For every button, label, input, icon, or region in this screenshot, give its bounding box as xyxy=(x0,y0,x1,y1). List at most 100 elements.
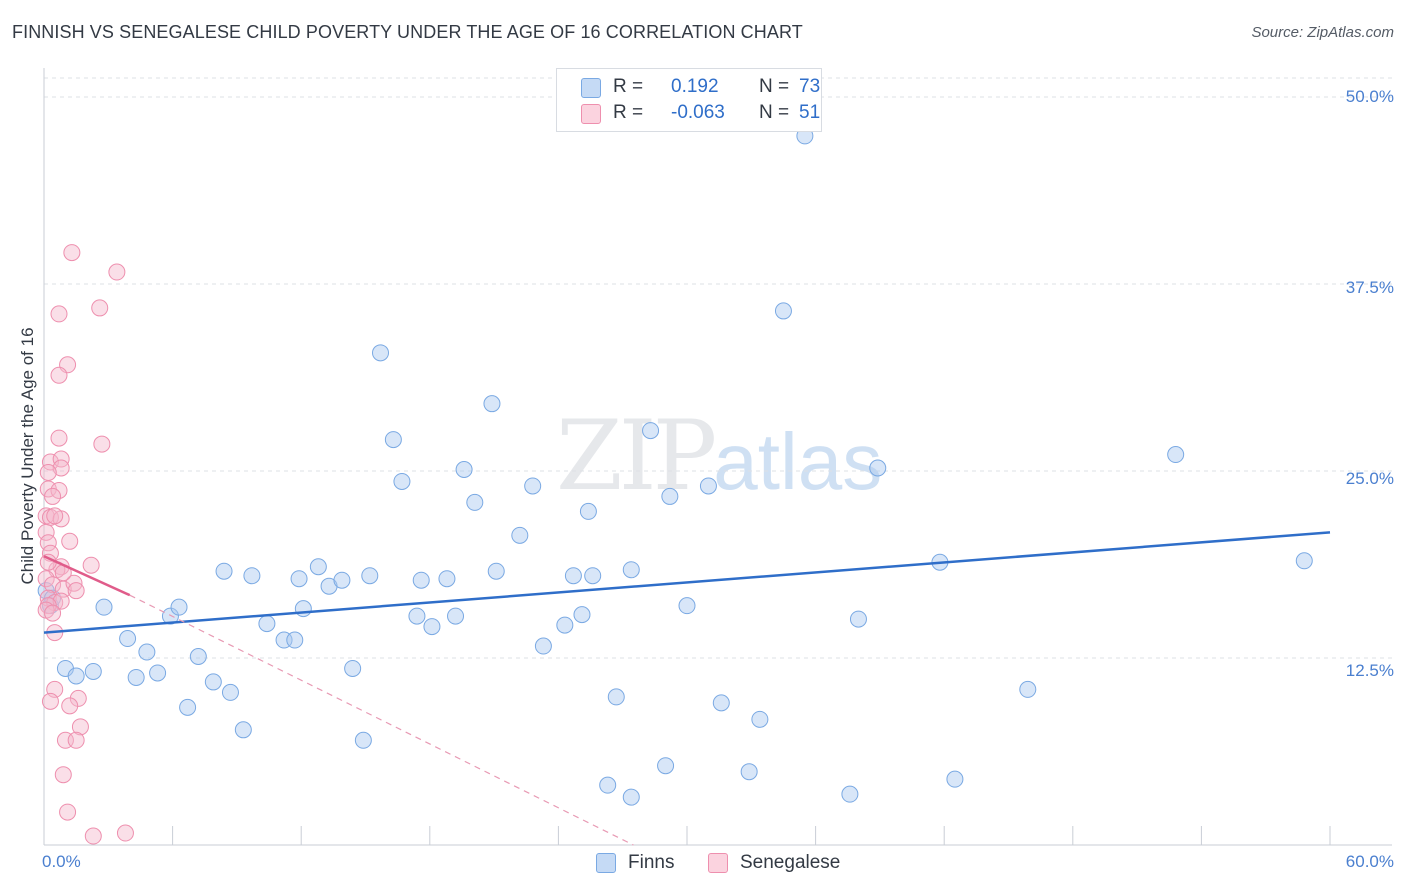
senegalese-point xyxy=(61,532,79,550)
senegalese-point xyxy=(91,299,109,317)
senegalese-point xyxy=(37,523,55,541)
senegalese-point xyxy=(39,553,57,571)
finns-point xyxy=(466,493,484,511)
senegalese-point xyxy=(50,481,68,499)
finns-point xyxy=(556,616,574,634)
finns-point xyxy=(215,562,233,580)
finns-point xyxy=(204,673,222,691)
finns-point xyxy=(127,668,145,686)
senegalese-point xyxy=(39,534,57,552)
finns-point xyxy=(138,643,156,661)
finns-point xyxy=(740,763,758,781)
finns-point xyxy=(333,571,351,589)
finns-point xyxy=(372,344,390,362)
senegalese-point xyxy=(50,305,68,323)
senegalese-point xyxy=(44,604,62,622)
finns-point xyxy=(393,472,411,490)
watermark-zip: ZIP xyxy=(556,400,717,512)
finns-point xyxy=(234,721,252,739)
finns-point xyxy=(1295,552,1313,570)
finns-point xyxy=(455,461,473,479)
senegalese-point xyxy=(41,453,59,471)
senegalese-point xyxy=(46,507,64,525)
finns-point xyxy=(699,477,717,495)
senegalese-point xyxy=(41,692,59,710)
senegalese-point xyxy=(71,718,89,736)
finns-point xyxy=(179,698,197,716)
finns-legend-icon xyxy=(596,853,616,873)
finns-point xyxy=(657,757,675,775)
finns-point xyxy=(579,502,597,520)
senegalese-point xyxy=(67,582,85,600)
finns-point xyxy=(524,477,542,495)
x-tick-label-60: 60.0% xyxy=(1345,852,1394,871)
finns-point xyxy=(534,637,552,655)
finns-point xyxy=(84,662,102,680)
finns-point xyxy=(849,610,867,628)
finns-point xyxy=(423,618,441,636)
finns-point xyxy=(841,785,859,803)
finns-point xyxy=(751,710,769,728)
finns-point xyxy=(294,600,312,618)
senegalese-point xyxy=(59,803,77,821)
finns-point xyxy=(354,731,372,749)
finns-point xyxy=(607,688,625,706)
legend-n-value: 51 xyxy=(799,102,821,123)
senegalese-trend-line xyxy=(43,555,131,597)
finns-point xyxy=(309,558,327,576)
y-tick-label-37-5: 37.5% xyxy=(1345,278,1394,297)
senegalese-point xyxy=(52,592,70,610)
finns-point xyxy=(1019,680,1037,698)
senegalese-point xyxy=(44,576,62,594)
finns-point xyxy=(361,567,379,585)
finns-point xyxy=(290,570,308,588)
finns-point xyxy=(384,431,402,449)
finns-point xyxy=(189,648,207,666)
senegalese-point xyxy=(39,463,57,481)
senegalese-point xyxy=(69,689,87,707)
finns-point xyxy=(622,561,640,579)
senegalese-point xyxy=(84,827,102,845)
finns-point xyxy=(584,567,602,585)
finns-point xyxy=(573,606,591,624)
legend-label-senegalese: Senegalese xyxy=(740,852,841,873)
legend-label-finns: Finns xyxy=(628,852,675,873)
senegalese-swatch-icon xyxy=(581,104,601,124)
senegalese-point xyxy=(63,244,81,262)
finns-point xyxy=(412,571,430,589)
finns-point xyxy=(67,667,85,685)
finns-point xyxy=(869,459,887,477)
finns-point xyxy=(511,526,529,544)
legend-r-label: R = xyxy=(613,102,644,123)
legend-r-label: R = xyxy=(613,76,644,97)
finns-point xyxy=(678,597,696,615)
zipatlas-watermark: ZIPatlas xyxy=(556,400,882,512)
finns-point xyxy=(599,776,617,794)
senegalese-point xyxy=(67,731,85,749)
finns-point xyxy=(408,607,426,625)
y-tick-label-50: 50.0% xyxy=(1345,87,1394,106)
finns-point xyxy=(1167,446,1185,464)
senegalese-point xyxy=(54,766,72,784)
finns-point xyxy=(258,615,276,633)
finns-trend-line xyxy=(43,531,1331,634)
senegalese-point xyxy=(82,556,100,574)
finns-point xyxy=(946,770,964,788)
senegalese-legend-icon xyxy=(708,853,728,873)
chart-title: FINNISH VS SENEGALESE CHILD POVERTY UNDE… xyxy=(12,22,803,42)
finns-point xyxy=(447,607,465,625)
finns-point xyxy=(487,562,505,580)
senegalese-point xyxy=(50,429,68,447)
y-tick-label-25: 25.0% xyxy=(1345,469,1394,488)
finns-point xyxy=(95,598,113,616)
senegalese-point xyxy=(44,487,62,505)
correlation-legend: R = 0.192 N = 73 R = -0.063 N = 51 xyxy=(556,68,822,132)
legend-r-value: -0.063 xyxy=(671,102,725,123)
senegalese-point xyxy=(52,459,70,477)
legend-r-value: 0.192 xyxy=(671,76,719,97)
y-axis-label: Child Poverty Under the Age of 16 xyxy=(18,327,37,585)
finns-point xyxy=(622,788,640,806)
watermark-atlas: atlas xyxy=(713,417,883,506)
y-tick-label-12-5: 12.5% xyxy=(1345,661,1394,680)
